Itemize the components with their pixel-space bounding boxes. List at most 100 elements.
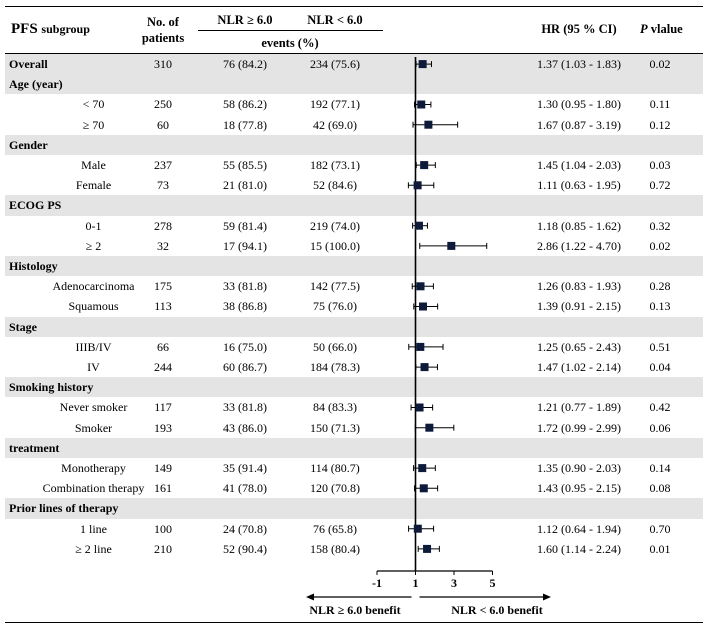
patients-cell: 32	[157, 238, 169, 253]
row-label: Never smoker	[59, 400, 128, 415]
nlr-low-events-cell: 182 (73.1)	[310, 158, 360, 172]
p-value-header: P vlalue	[640, 22, 683, 36]
nlr-high-events-cell: 55 (85.5)	[223, 158, 267, 172]
p-value-cell: 0.72	[649, 178, 671, 193]
patients-cell: 250	[154, 97, 172, 112]
p-value-cell: 0.13	[649, 299, 671, 314]
section-label: Histology	[9, 259, 58, 273]
nlr-low-events-cell: 234 (75.6)	[310, 57, 360, 71]
nlr-high-events-cell: 17 (94.1)	[223, 238, 267, 253]
row-label: Adenocarcinoma	[52, 279, 135, 294]
hr-ci-cell: 1.72 (0.99 - 2.99)	[537, 420, 621, 435]
hr-point	[414, 221, 423, 230]
p-value-cell: 0.70	[649, 521, 671, 536]
patients-cell: 237	[154, 158, 172, 172]
section-label: Age (year)	[9, 77, 63, 92]
nlr-high-events-cell: 24 (70.8)	[223, 521, 267, 536]
left-benefit-label: NLR ≥ 6.0 benefit	[309, 603, 400, 617]
hr-point	[415, 403, 424, 412]
hr-ci-cell: 1.67 (0.87 - 3.19)	[537, 117, 621, 132]
chart-title: PFS subgroup	[11, 21, 90, 37]
nlr-high-events-cell: 16 (75.0)	[223, 339, 267, 354]
hr-ci-cell: 1.25 (0.65 - 2.43)	[537, 339, 621, 354]
row-band	[5, 437, 703, 458]
row-label: Combination therapy	[42, 481, 145, 496]
nlr-low-events-cell: 158 (80.4)	[310, 541, 360, 556]
p-value-cell: 0.14	[649, 461, 671, 475]
hr-point	[418, 464, 427, 473]
hr-point	[420, 161, 429, 170]
hr-point	[447, 241, 456, 250]
nlr-high-events-cell: 76 (84.2)	[223, 57, 267, 71]
section-label: Smoking history	[9, 380, 94, 395]
hr-ci-cell: 1.26 (0.83 - 1.93)	[537, 279, 621, 294]
x-tick-label: -1	[372, 576, 382, 590]
section-label: Stage	[9, 319, 37, 334]
hr-ci-cell: 1.18 (0.85 - 1.62)	[537, 218, 621, 233]
patients-cell: 310	[154, 57, 172, 71]
hr-ci-cell: 1.39 (0.91 - 2.15)	[537, 299, 621, 314]
row-band	[5, 316, 703, 337]
x-tick-label: 3	[451, 576, 457, 590]
hr-point	[413, 524, 422, 533]
p-value-cell: 0.03	[649, 158, 671, 172]
nlr-low-events-cell: 219 (74.0)	[310, 218, 360, 233]
row-label: 1 line	[80, 521, 107, 536]
nlr-high-events-cell: 59 (81.4)	[223, 218, 267, 233]
p-value-cell: 0.12	[649, 117, 671, 132]
hr-point	[416, 282, 425, 291]
nlr-high-events-cell: 21 (81.0)	[223, 178, 267, 193]
row-band	[5, 54, 703, 75]
row-label: IV	[87, 360, 100, 374]
section-label: treatment	[9, 440, 60, 455]
hr-ci-cell: 1.43 (0.95 - 2.15)	[537, 481, 621, 496]
nlr-high-events-cell: 33 (81.8)	[223, 400, 267, 415]
right-benefit-label: NLR < 6.0 benefit	[451, 603, 543, 617]
nlr-low-events-cell: 15 (100.0)	[310, 238, 360, 253]
row-label: Overall	[9, 57, 48, 71]
patients-cell: 60	[157, 117, 169, 132]
patients-cell: 149	[154, 461, 172, 475]
hr-point	[416, 342, 425, 351]
nlr-high-events-cell: 18 (77.8)	[223, 117, 267, 132]
left-arrow-head	[306, 593, 314, 601]
row-band	[5, 74, 703, 95]
hr-point	[413, 181, 422, 190]
row-label: < 70	[82, 97, 105, 112]
nlr-low-events-cell: 192 (77.1)	[310, 97, 360, 112]
hr-point	[425, 423, 434, 432]
right-arrow-head	[543, 593, 551, 601]
hr-ci-cell: 1.35 (0.90 - 2.03)	[537, 461, 621, 475]
row-label: Monotherapy	[61, 461, 126, 475]
section-label: Gender	[9, 137, 48, 152]
row-label: IIIB/IV	[75, 339, 112, 354]
p-value-cell: 0.08	[649, 481, 671, 496]
patients-cell: 100	[154, 521, 172, 536]
row-label: Squamous	[68, 299, 119, 314]
hr-point	[418, 60, 427, 69]
p-value-cell: 0.01	[649, 541, 671, 556]
nlr-low-events-cell: 114 (80.7)	[310, 461, 360, 475]
patients-cell: 117	[154, 400, 172, 415]
nlr-high-events-cell: 38 (86.8)	[223, 299, 267, 314]
patients-cell: 161	[154, 481, 172, 496]
nlr-low-header: NLR < 6.0	[307, 13, 363, 27]
p-value-cell: 0.04	[649, 360, 671, 374]
hr-point	[419, 484, 428, 493]
nlr-high-events-cell: 60 (86.7)	[223, 360, 267, 374]
p-value-cell: 0.32	[649, 218, 671, 233]
hr-header: HR (95 % CI)	[541, 22, 617, 36]
row-band	[5, 377, 703, 398]
row-band	[5, 498, 703, 519]
hr-ci-cell: 1.12 (0.64 - 1.94)	[537, 521, 621, 536]
hr-ci-cell: 1.30 (0.95 - 1.80)	[537, 97, 621, 112]
nlr-high-events-cell: 43 (86.0)	[223, 420, 267, 435]
nlr-high-header: NLR ≥ 6.0	[217, 13, 273, 27]
header-rule	[5, 53, 703, 54]
bottom-rule	[5, 622, 703, 623]
patients-cell: 193	[154, 420, 172, 435]
patients-cell: 73	[157, 178, 169, 193]
patients-cell: 244	[154, 360, 172, 374]
